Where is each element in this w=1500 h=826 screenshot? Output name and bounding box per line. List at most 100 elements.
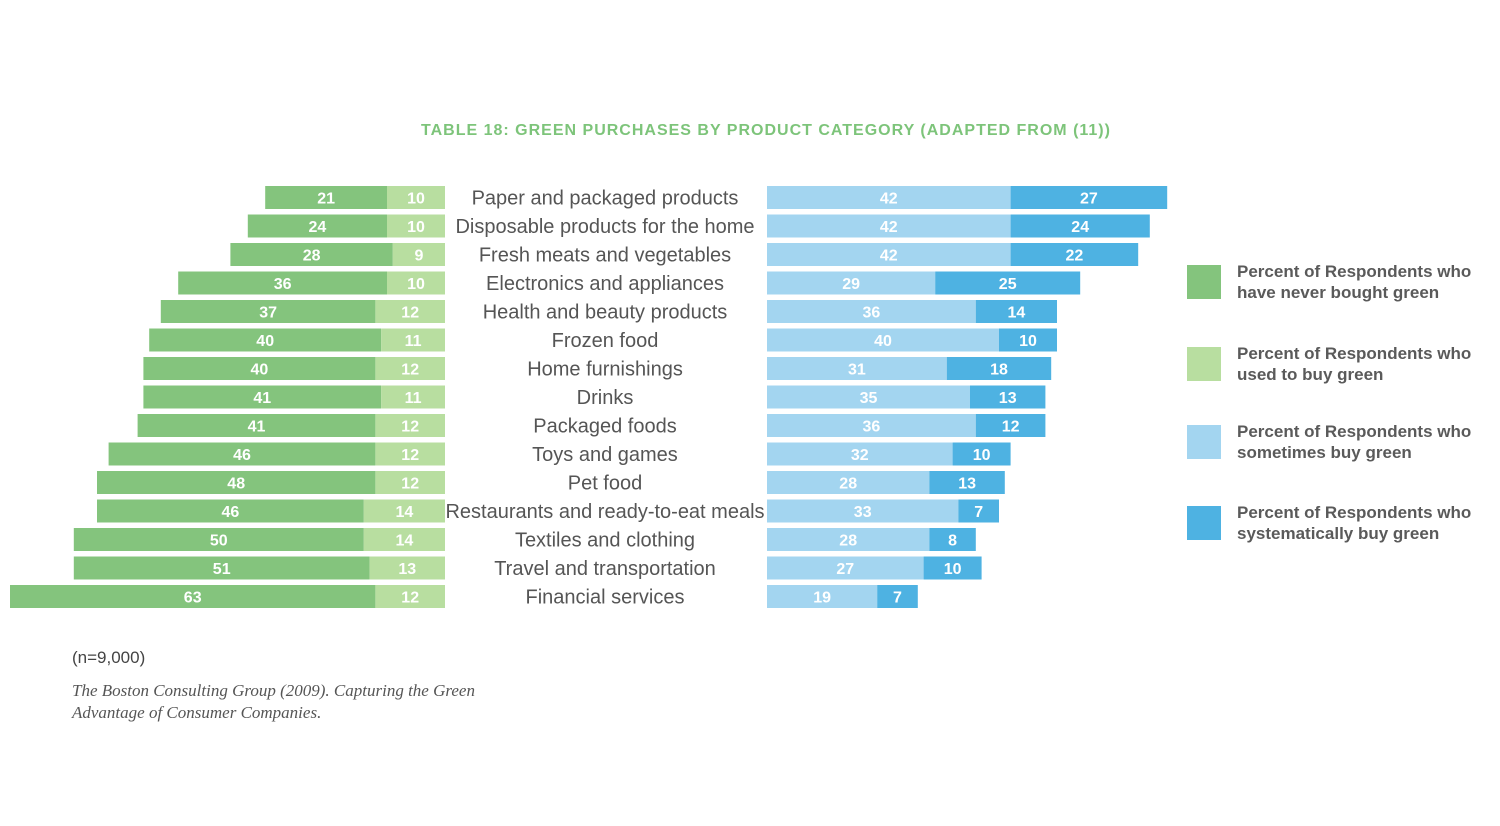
bar-never-bought [73, 528, 364, 551]
bar-never-bought [10, 585, 376, 608]
category-label: Packaged foods [533, 416, 676, 438]
category-label: Paper and packaged products [472, 188, 739, 210]
data-label-systematically-buy: 10 [1019, 333, 1037, 350]
category-label: Disposable products for the home [455, 216, 754, 238]
legend-label: used to buy green [1237, 365, 1383, 384]
data-label-sometimes-buy: 28 [839, 476, 857, 493]
bar-systematically-buy [923, 556, 982, 580]
data-label-sometimes-buy: 33 [854, 504, 872, 521]
bar-never-bought [143, 357, 376, 380]
bar-systematically-buy [952, 442, 1011, 466]
bar-used-to-buy [375, 585, 445, 608]
bar-systematically-buy [929, 528, 976, 551]
bar-sometimes-buy [767, 442, 953, 466]
data-label-systematically-buy: 10 [944, 561, 962, 578]
data-label-never-bought: 51 [213, 561, 231, 578]
bar-used-to-buy [375, 300, 445, 323]
data-label-systematically-buy: 24 [1071, 219, 1089, 236]
data-label-never-bought: 40 [251, 362, 269, 379]
bar-sometimes-buy [767, 528, 930, 551]
category-label: Toys and games [532, 444, 678, 466]
bar-systematically-buy [1010, 214, 1150, 238]
data-label-used-to-buy: 12 [401, 476, 419, 493]
bar-sometimes-buy [767, 328, 999, 352]
data-label-used-to-buy: 14 [396, 533, 414, 550]
bar-never-bought [97, 499, 364, 523]
bar-used-to-buy [375, 442, 445, 466]
bar-used-to-buy [375, 414, 445, 437]
category-label: Travel and transportation [494, 558, 716, 580]
data-label-never-bought: 37 [259, 305, 277, 322]
data-label-never-bought: 63 [184, 590, 202, 607]
legend-label: Percent of Respondents who [1237, 344, 1471, 363]
data-label-never-bought: 46 [222, 504, 240, 521]
data-label-sometimes-buy: 40 [874, 333, 892, 350]
data-label-used-to-buy: 12 [401, 590, 419, 607]
bar-used-to-buy [375, 357, 445, 380]
bar-used-to-buy [381, 328, 445, 352]
category-label: Financial services [526, 587, 685, 609]
legend-label: Percent of Respondents who [1237, 422, 1471, 441]
bar-sometimes-buy [767, 499, 959, 523]
bar-systematically-buy [970, 385, 1046, 409]
data-label-sometimes-buy: 42 [880, 191, 898, 208]
source-line-1: The Boston Consulting Group (2009). Capt… [72, 681, 475, 700]
legend-label: have never bought green [1237, 283, 1439, 302]
category-label: Drinks [577, 387, 634, 409]
bar-sometimes-buy [767, 357, 947, 380]
legend-label: Percent of Respondents who [1237, 503, 1471, 522]
data-label-systematically-buy: 22 [1066, 248, 1084, 265]
bar-never-bought [178, 271, 387, 295]
legend-swatch [1187, 425, 1221, 459]
bar-sometimes-buy [767, 414, 976, 437]
data-label-systematically-buy: 25 [999, 276, 1017, 293]
source-citation: The Boston Consulting Group (2009). Capt… [72, 680, 552, 724]
data-label-used-to-buy: 14 [396, 504, 414, 521]
data-label-sometimes-buy: 32 [851, 447, 869, 464]
legend-swatch [1187, 347, 1221, 381]
bar-used-to-buy [387, 214, 445, 238]
bar-used-to-buy [369, 556, 445, 580]
bar-used-to-buy [387, 271, 445, 295]
bar-systematically-buy [946, 357, 1052, 380]
data-label-never-bought: 21 [317, 191, 335, 208]
data-label-never-bought: 41 [248, 419, 266, 436]
data-label-never-bought: 24 [309, 219, 327, 236]
data-label-never-bought: 50 [210, 533, 228, 550]
category-label: Restaurants and ready-to-eat meals [445, 501, 764, 523]
data-label-sometimes-buy: 19 [813, 590, 831, 607]
data-label-systematically-buy: 13 [999, 390, 1017, 407]
bar-systematically-buy [877, 585, 918, 608]
bar-sometimes-buy [767, 585, 878, 608]
data-label-sometimes-buy: 29 [842, 276, 860, 293]
data-label-never-bought: 40 [256, 333, 274, 350]
bar-systematically-buy [929, 471, 1005, 494]
legend-swatch [1187, 265, 1221, 299]
bar-never-bought [108, 442, 376, 466]
bar-never-bought [143, 385, 382, 409]
data-label-used-to-buy: 10 [407, 191, 425, 208]
data-label-used-to-buy: 9 [414, 248, 423, 265]
bar-sometimes-buy [767, 471, 930, 494]
data-label-systematically-buy: 10 [973, 447, 991, 464]
bar-used-to-buy [392, 243, 445, 266]
bar-never-bought [265, 186, 387, 209]
bar-never-bought [247, 214, 387, 238]
bar-used-to-buy [375, 471, 445, 494]
bar-used-to-buy [387, 186, 445, 209]
legend-label: systematically buy green [1237, 524, 1439, 543]
category-label: Textiles and clothing [515, 530, 695, 552]
bar-systematically-buy [958, 499, 999, 523]
data-label-used-to-buy: 10 [407, 219, 425, 236]
data-label-sometimes-buy: 27 [836, 561, 854, 578]
bar-sometimes-buy [767, 186, 1011, 209]
data-label-systematically-buy: 7 [893, 590, 902, 607]
bar-systematically-buy [935, 271, 1081, 295]
bar-used-to-buy [363, 528, 445, 551]
data-label-systematically-buy: 12 [1002, 419, 1020, 436]
bar-never-bought [73, 556, 370, 580]
bar-never-bought [149, 328, 382, 352]
bar-sometimes-buy [767, 556, 924, 580]
legend-label: sometimes buy green [1237, 443, 1412, 462]
